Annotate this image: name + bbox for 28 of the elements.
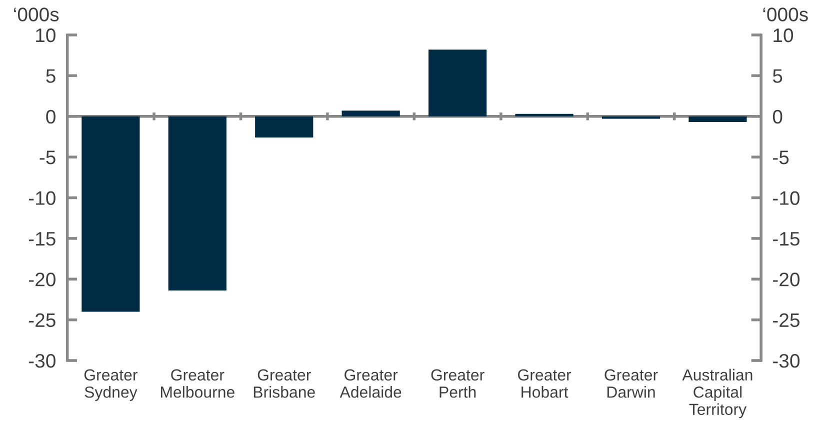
y2-tick-label: 0 — [772, 110, 782, 124]
x-tick-label: Greater Adelaide — [340, 369, 402, 398]
y-tick-label: -5 — [40, 150, 56, 164]
y-axis-title: ‘000s — [14, 8, 59, 22]
y2-tick-label: 5 — [772, 69, 782, 83]
y-tick-label: 5 — [46, 69, 56, 83]
y2-tick-label: -25 — [773, 313, 800, 328]
y-tick-label: -25 — [28, 313, 56, 328]
y2-tick-label: -30 — [773, 354, 800, 368]
y2-tick-label: -20 — [773, 272, 800, 286]
y-tick-label: 10 — [36, 28, 56, 42]
x-tick-label: Greater Perth — [431, 369, 484, 398]
x-tick-label: Greater Melbourne — [160, 369, 234, 398]
x-tick-label: Greater Brisbane — [254, 369, 315, 398]
x-tick-label: Greater Hobart — [518, 369, 572, 398]
y-tick-label: -15 — [28, 232, 56, 246]
y2-tick-label: -10 — [773, 191, 800, 205]
y-tick-label: -30 — [28, 354, 56, 368]
y2-tick-label: -5 — [773, 150, 789, 164]
y2-axis-title: ‘000s — [763, 8, 808, 22]
y-tick-label: -20 — [28, 272, 56, 286]
y-tick-label: 0 — [46, 110, 56, 124]
x-tick-label: Australian Capital Territory — [682, 368, 752, 418]
x-tick-label: Greater Darwin — [604, 369, 658, 398]
y2-tick-label: 10 — [774, 28, 794, 42]
y-tick-label: -10 — [28, 191, 56, 205]
y2-tick-label: -15 — [773, 232, 800, 246]
x-tick-label: Greater Sydney — [84, 369, 138, 401]
